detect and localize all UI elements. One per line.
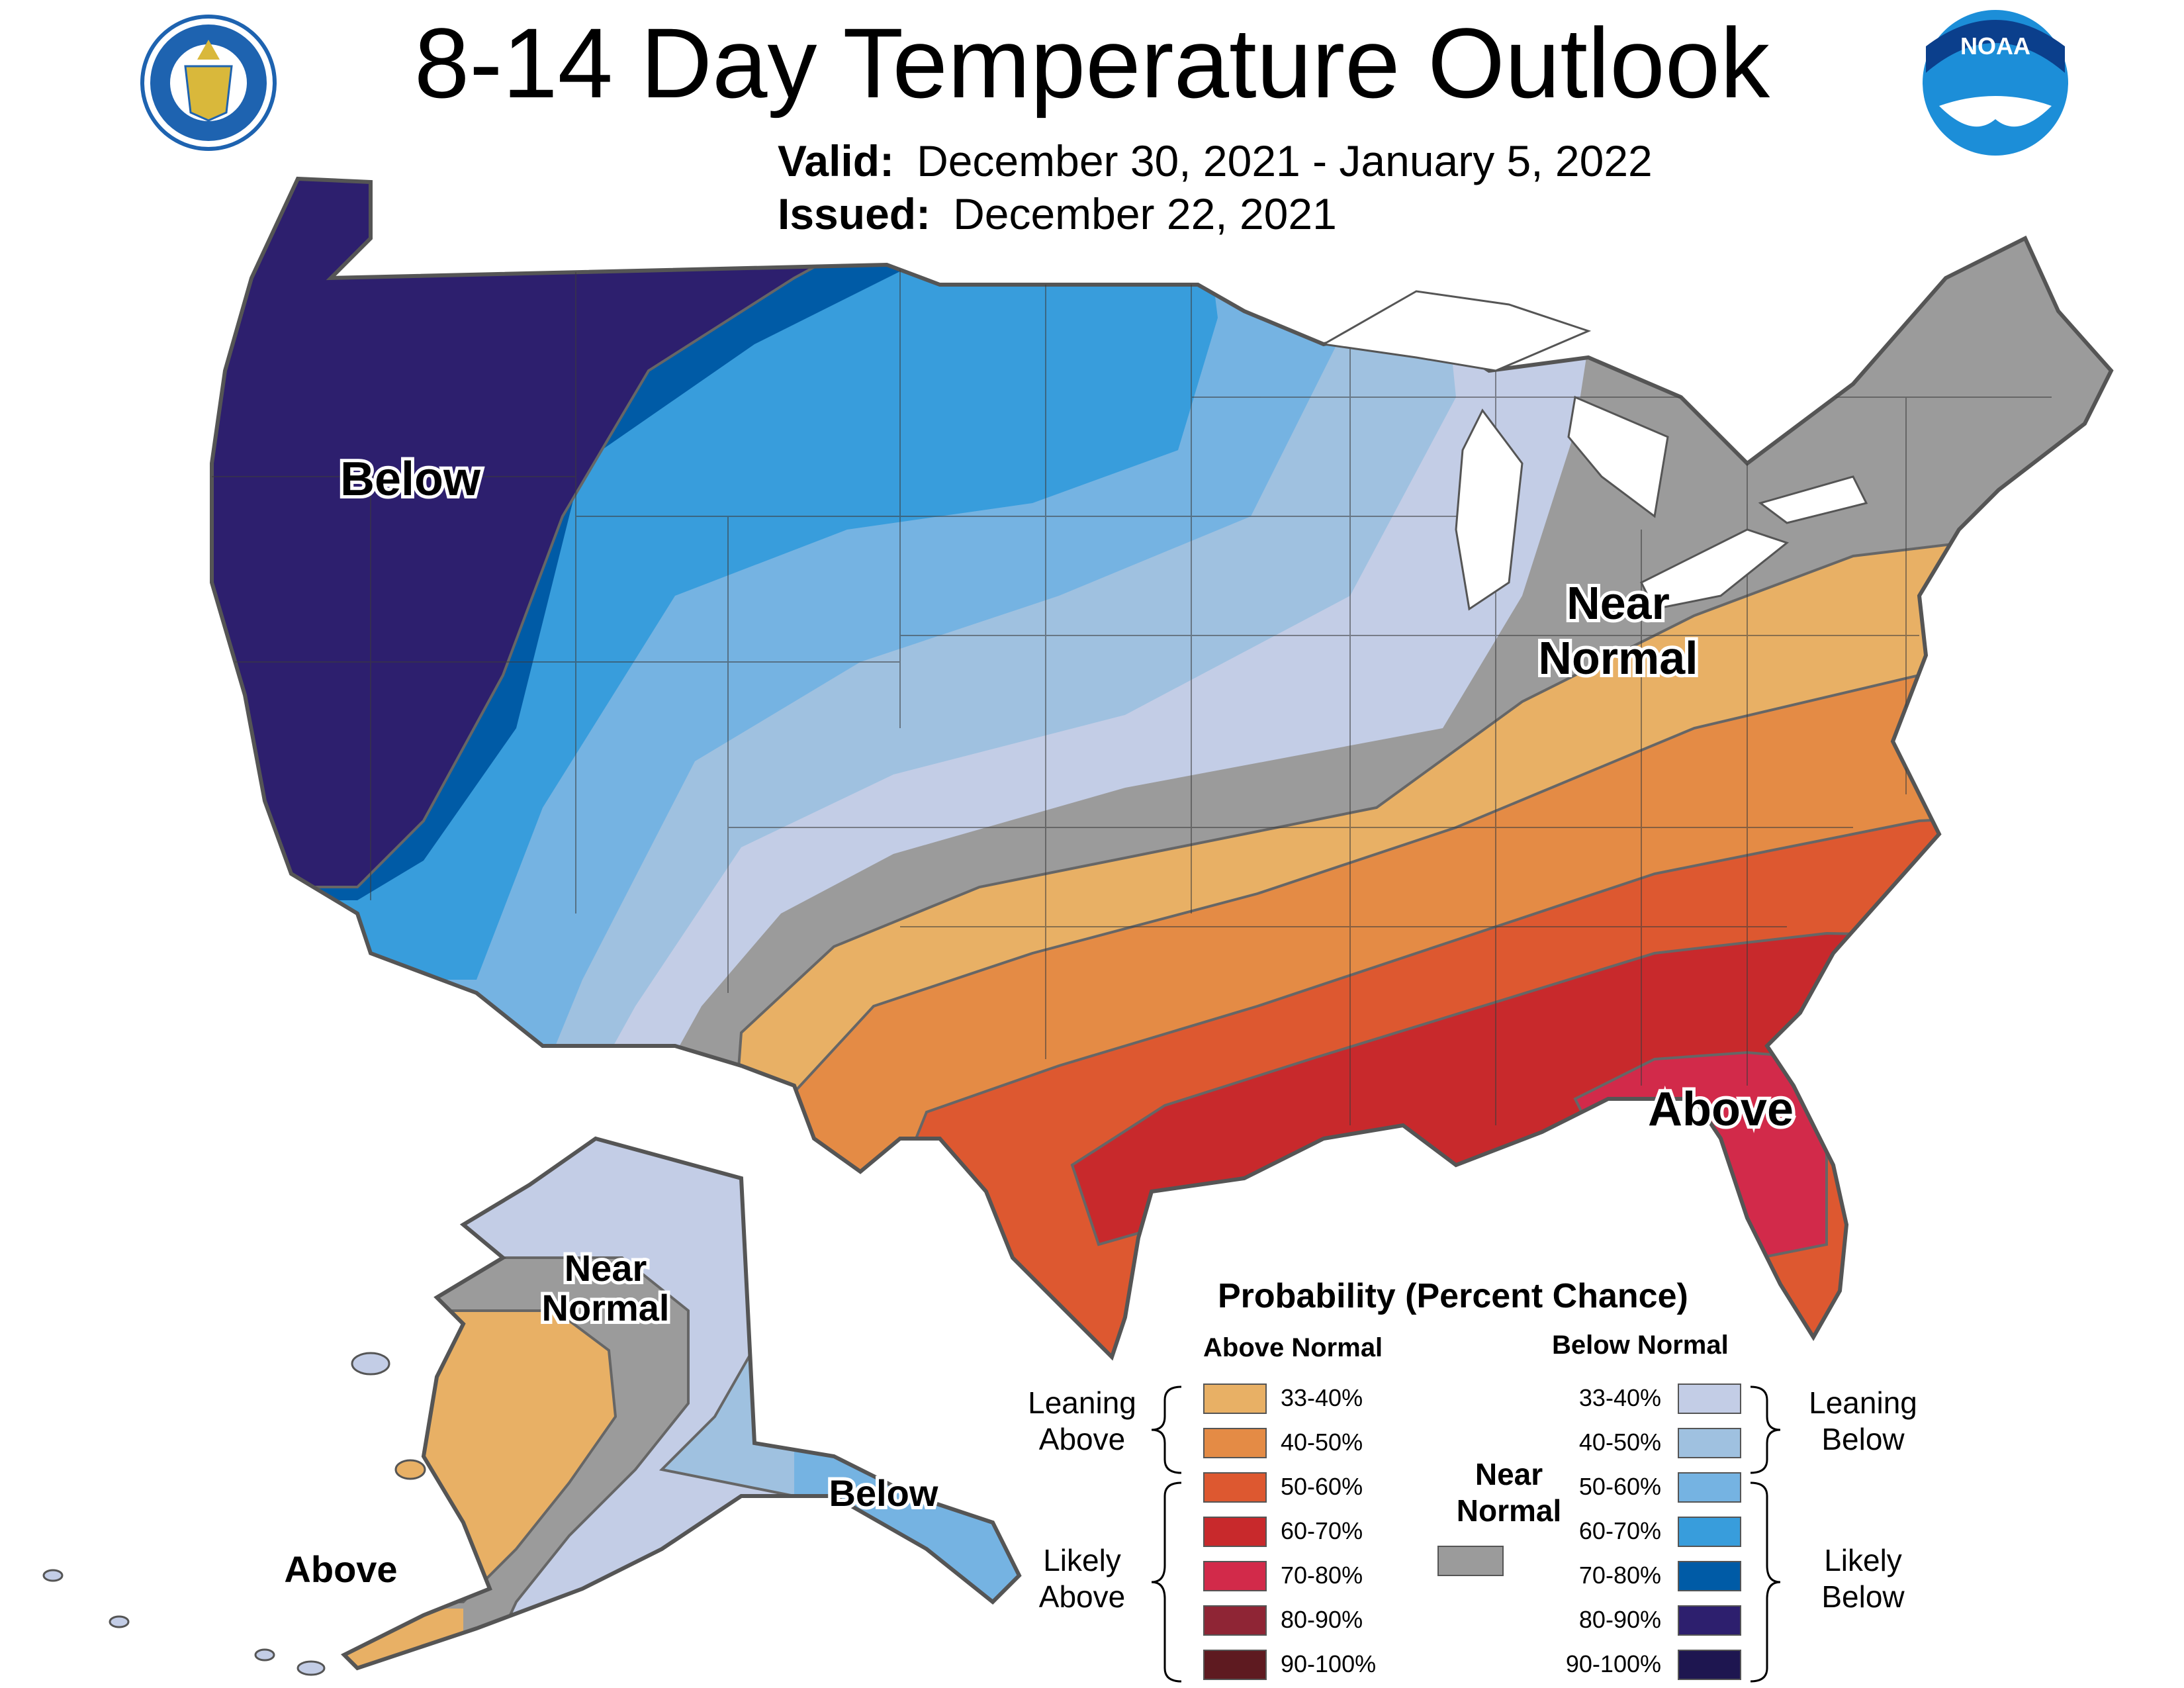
near-normal-line2: Normal [1456, 1493, 1562, 1528]
great-lakes [1320, 290, 1868, 611]
legend-below-header: Below Normal [1552, 1331, 1729, 1360]
below-label-1: 40-50% [1578, 1429, 1661, 1456]
above-swatch-0 [1203, 1383, 1267, 1414]
near-normal-label: Near Normal [1443, 1456, 1575, 1529]
below-label-0: 33-40% [1578, 1384, 1661, 1411]
below-swatch-4 [1678, 1561, 1741, 1591]
above-swatch-6 [1203, 1650, 1267, 1680]
label-below-conus: Below [340, 453, 481, 506]
likely-below-line1: Likely [1824, 1543, 1902, 1577]
near-normal-swatch [1437, 1546, 1504, 1576]
legend-title: Probability (Percent Chance) [1218, 1277, 1688, 1315]
likely-below-label: Likely Below [1794, 1542, 1933, 1615]
legend-braces-left [1151, 1385, 1182, 1683]
likely-above-label: Likely Above [1013, 1542, 1152, 1615]
valid-value: December 30, 2021 - January 5, 2022 [917, 136, 1653, 185]
leaning-below-line1: Leaning [1809, 1385, 1917, 1420]
below-swatch-5 [1678, 1605, 1741, 1636]
label-near-normal-ak-2: Normal [542, 1287, 670, 1329]
above-swatch-1 [1203, 1428, 1267, 1458]
page-title: 8-14 Day Temperature Outlook [414, 7, 1770, 118]
leaning-above-label: Leaning Above [1013, 1385, 1152, 1458]
above-label-3: 60-70% [1281, 1517, 1363, 1544]
issued-label: Issued: [778, 189, 931, 238]
leaning-above-line2: Above [1038, 1422, 1126, 1457]
likely-above-line1: Likely [1043, 1543, 1121, 1577]
above-label-0: 33-40% [1281, 1384, 1363, 1411]
label-above-ak: Above [284, 1548, 397, 1590]
noaa-logo-text: NOAA [1960, 32, 2030, 60]
below-label-4: 70-80% [1578, 1562, 1661, 1589]
valid-label: Valid: [778, 136, 895, 185]
issued-date: Issued: December 22, 2021 [778, 192, 1337, 236]
likely-above-line2: Above [1038, 1579, 1126, 1615]
issued-value: December 22, 2021 [953, 189, 1337, 238]
alaska-region [344, 1139, 1019, 1668]
below-label-6: 90-100% [1565, 1650, 1661, 1677]
valid-dates: Valid: December 30, 2021 - January 5, 202… [778, 139, 1653, 183]
above-label-2: 50-60% [1281, 1473, 1363, 1500]
below-swatch-6 [1678, 1650, 1741, 1680]
below-label-3: 60-70% [1578, 1517, 1661, 1544]
above-swatch-4 [1203, 1561, 1267, 1591]
below-swatch-2 [1678, 1472, 1741, 1503]
seal-icon [140, 15, 277, 151]
below-swatch-3 [1678, 1517, 1741, 1547]
below-swatch-0 [1678, 1383, 1741, 1414]
ak-band-above-33-40-chain [344, 1609, 463, 1668]
above-label-1: 40-50% [1281, 1429, 1363, 1456]
label-below-ak: Below [829, 1472, 938, 1514]
legend-braces-right [1750, 1385, 1781, 1683]
noaa-logo: NOAA [1919, 7, 2071, 159]
below-label-2: 50-60% [1578, 1473, 1661, 1500]
above-label-5: 80-90% [1281, 1606, 1363, 1633]
below-label-5: 80-90% [1578, 1606, 1661, 1633]
state-borders [212, 199, 2052, 1125]
above-swatch-2 [1203, 1472, 1267, 1503]
label-near-normal-ak-1: Near [565, 1247, 647, 1289]
leaning-above-line1: Leaning [1028, 1385, 1136, 1420]
above-swatch-3 [1203, 1517, 1267, 1547]
leaning-below-line2: Below [1821, 1422, 1905, 1457]
above-swatch-5 [1203, 1605, 1267, 1636]
near-normal-line1: Near [1475, 1457, 1543, 1491]
label-near-normal-conus-2: Normal [1538, 632, 1698, 684]
below-swatch-1 [1678, 1428, 1741, 1458]
leaning-below-label: Leaning Below [1794, 1385, 1933, 1458]
aleutian-islands [42, 1352, 426, 1676]
above-label-6: 90-100% [1281, 1650, 1377, 1677]
department-of-commerce-seal [139, 13, 278, 152]
label-near-normal-conus-1: Near [1567, 577, 1670, 629]
conus-outline [210, 176, 2114, 1361]
above-label-4: 70-80% [1281, 1562, 1363, 1589]
alaska-outline [340, 1136, 1022, 1671]
legend-above-header: Above Normal [1203, 1333, 1383, 1362]
label-above-conus: Above [1648, 1083, 1794, 1136]
likely-below-line2: Below [1821, 1579, 1905, 1615]
